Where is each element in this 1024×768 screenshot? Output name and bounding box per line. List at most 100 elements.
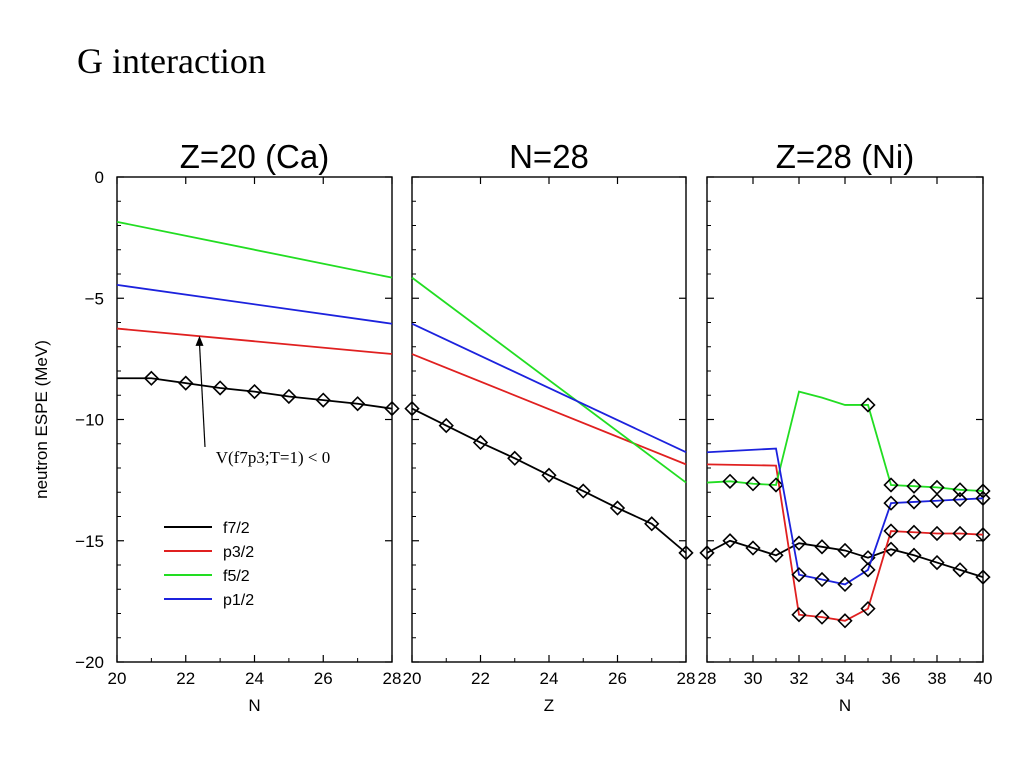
series-line-f5-2: [116, 220, 393, 279]
data-point-marker: [699, 545, 715, 561]
chart-panel-3: Z=28 (Ni) 28 30 32 34 36 38 40 N: [698, 138, 993, 715]
plot-frame: [411, 176, 687, 663]
data-point-marker: [929, 554, 945, 571]
data-point-marker: [722, 473, 738, 489]
data-point-marker: [507, 450, 523, 466]
data-point-marker: [178, 375, 194, 391]
data-point-marker: [404, 400, 420, 417]
x-axis-label: N: [248, 696, 260, 715]
data-point-marker: [609, 500, 626, 516]
data-point-marker: [143, 370, 160, 386]
x-tick-label: 40: [974, 669, 993, 688]
series-line-f5-2: [411, 276, 687, 484]
data-point-marker: [906, 547, 922, 563]
x-tick-label: 34: [836, 669, 855, 688]
data-point-marker: [975, 490, 991, 506]
panel-title: Z=20 (Ca): [180, 138, 329, 175]
y-tick-label: −15: [75, 532, 104, 551]
data-point-marker: [883, 523, 899, 539]
data-point-marker: [472, 434, 489, 451]
y-tick-label: 0: [95, 168, 104, 187]
x-tick-label: 30: [744, 669, 763, 688]
y-tick-label: −20: [75, 653, 104, 672]
data-point-marker: [952, 562, 968, 578]
legend-label: p3/2: [223, 544, 254, 561]
data-point-marker: [745, 540, 761, 556]
data-point-marker: [438, 417, 454, 434]
y-axis-label: neutron ESPE (MeV): [32, 340, 51, 499]
series-line-f7-2: [706, 539, 984, 578]
chart-panel-2: N=28 20 22 24 26 28 Z: [403, 138, 696, 715]
series-line-f7-2: [117, 377, 393, 410]
chart-panel-1: Z=20 (Ca) 20 22 24 26 28 N V(f7p3;T=1) < 0: [108, 138, 402, 715]
x-tick-label: 28: [677, 669, 696, 688]
data-point-marker: [212, 380, 228, 396]
x-tick-label: 26: [314, 669, 333, 688]
annotation-arrow-head: [195, 335, 204, 346]
data-point-marker: [860, 562, 876, 578]
data-point-marker: [281, 388, 297, 405]
data-point-marker: [791, 567, 807, 583]
data-point-marker: [883, 495, 899, 511]
legend-label: f5/2: [223, 568, 250, 585]
x-axis-label: N: [839, 696, 851, 715]
x-tick-label: 38: [928, 669, 947, 688]
legend-label: f7/2: [223, 520, 250, 537]
data-point-marker: [349, 396, 366, 412]
x-tick-label: 36: [882, 669, 901, 688]
data-point-marker: [975, 569, 991, 585]
data-point-marker: [837, 613, 853, 629]
x-tick-label: 26: [608, 669, 627, 688]
series-line-p1-2: [706, 447, 984, 586]
data-point-marker: [952, 482, 968, 498]
data-point-marker: [906, 524, 922, 540]
series-line-p3-2: [706, 463, 984, 622]
legend: f7/2 p3/2 f5/2 p1/2: [164, 520, 254, 609]
data-point-marker: [952, 491, 968, 508]
x-tick-label: 28: [383, 669, 402, 688]
data-point-marker: [975, 527, 991, 543]
data-point-marker: [644, 516, 660, 532]
series-line-p1-2: [116, 284, 393, 325]
data-point-marker: [929, 525, 945, 542]
data-point-marker: [929, 493, 945, 509]
data-point-marker: [860, 397, 876, 413]
data-point-marker: [837, 576, 853, 593]
data-point-marker: [883, 477, 899, 493]
panel-title: Z=28 (Ni): [776, 138, 914, 175]
data-point-marker: [837, 542, 853, 559]
data-point-marker: [246, 383, 263, 400]
data-point-marker: [975, 483, 991, 499]
series-line-f5-2: [706, 390, 984, 492]
data-point-marker: [678, 545, 694, 561]
data-point-marker: [745, 476, 761, 492]
annotation-text: V(f7p3;T=1) < 0: [216, 448, 331, 467]
legend-label: p1/2: [223, 592, 254, 609]
data-point-marker: [791, 607, 807, 623]
x-tick-label: 20: [403, 669, 422, 688]
series-line-p3-2: [411, 353, 687, 466]
data-point-marker: [315, 392, 331, 408]
series-line-p1-2: [411, 322, 687, 454]
x-tick-label: 20: [108, 669, 127, 688]
data-point-marker: [814, 539, 830, 555]
series-line-f7-2: [411, 407, 687, 554]
y-tick-label: −5: [85, 289, 104, 308]
data-point-marker: [791, 535, 807, 551]
x-tick-label: 22: [471, 669, 490, 688]
data-point-marker: [814, 609, 830, 625]
data-point-marker: [541, 467, 557, 483]
x-tick-label: 24: [245, 669, 264, 688]
slide-title: G interaction: [77, 41, 266, 81]
data-point-marker: [814, 571, 830, 588]
data-point-marker: [575, 483, 591, 499]
data-point-marker: [768, 547, 784, 563]
y-tick-label: −10: [75, 411, 104, 430]
x-tick-label: 28: [698, 669, 717, 688]
plot-frame: [706, 176, 984, 663]
data-point-marker: [384, 400, 400, 417]
data-point-marker: [906, 494, 922, 510]
data-point-marker: [860, 601, 876, 617]
x-tick-label: 32: [790, 669, 809, 688]
